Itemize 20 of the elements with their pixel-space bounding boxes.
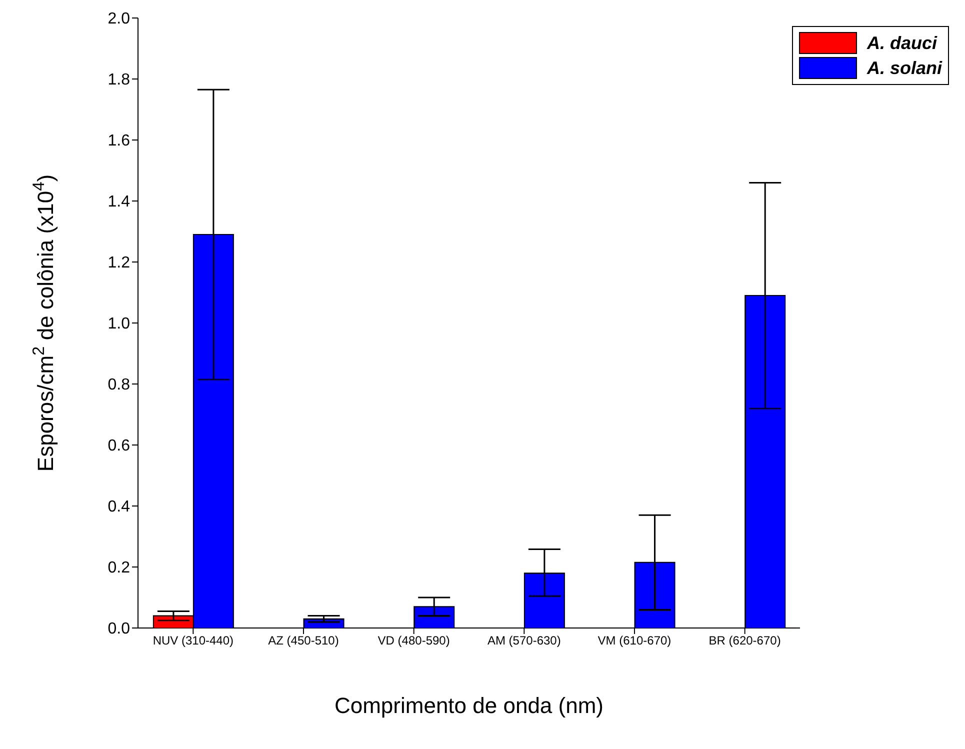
x-tick-label: AZ (450-510) xyxy=(268,634,339,648)
x-axis-title: Comprimento de onda (nm) xyxy=(334,693,604,718)
y-tick-label: 1.4 xyxy=(108,194,130,211)
x-tick-label: VD (480-590) xyxy=(378,634,450,648)
y-tick-label: 0.8 xyxy=(108,376,130,394)
y-tick-label: 0.0 xyxy=(108,620,130,638)
x-tick-label: AM (570-630) xyxy=(487,634,561,648)
legend-label: A. solani xyxy=(866,58,942,78)
y-tick-label: 2.0 xyxy=(108,10,130,28)
y-tick-label: 1.2 xyxy=(108,254,130,272)
y-tick-label: 0.6 xyxy=(108,438,130,455)
y-tick-label: 1.6 xyxy=(108,132,130,150)
x-tick-label: NUV (310-440) xyxy=(152,634,234,648)
legend-label: A. dauci xyxy=(866,32,937,54)
y-tick-label: 1.0 xyxy=(108,316,130,333)
y-tick-label: 0.2 xyxy=(108,560,130,577)
y-tick-label: 0.4 xyxy=(108,498,130,516)
y-tick-label: 1.8 xyxy=(108,72,130,89)
x-tick-label: VM (610-670) xyxy=(598,634,672,648)
x-tick-label: BR (620-670) xyxy=(708,634,781,648)
